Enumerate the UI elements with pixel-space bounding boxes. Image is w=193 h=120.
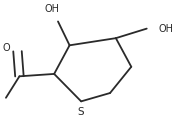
Text: O: O (2, 43, 10, 53)
Text: S: S (78, 107, 85, 117)
Text: OH: OH (158, 24, 173, 34)
Text: OH: OH (45, 4, 60, 14)
